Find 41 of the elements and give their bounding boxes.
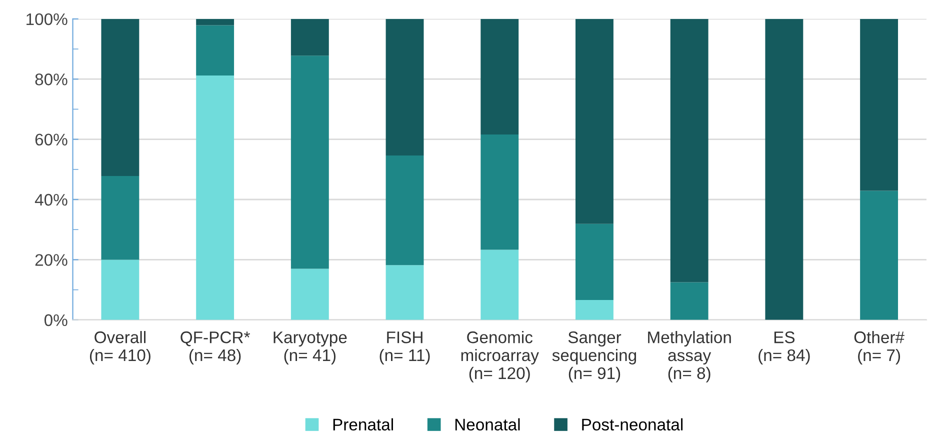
bar <box>290 56 329 269</box>
y-tick-label: 80% <box>35 74 68 86</box>
x-tick-label: ES (n= 84) <box>758 331 810 364</box>
bar <box>576 224 614 300</box>
bar <box>196 25 234 76</box>
bar <box>480 134 519 250</box>
bar <box>290 268 329 320</box>
bar <box>670 282 708 320</box>
bar <box>101 260 140 320</box>
y-tick-label: 60% <box>35 134 68 146</box>
x-tick-label: Sanger sequencing (n= 91) <box>552 331 636 382</box>
bar <box>386 265 424 320</box>
legend-label: Prenatal <box>333 418 393 431</box>
x-tick-label: FISH (n= 11) <box>380 331 430 364</box>
bar <box>765 18 804 320</box>
legend-label: Post-neonatal <box>582 418 683 431</box>
legend-label: Neonatal <box>455 418 520 431</box>
x-tick-label: Genomic microarray (n= 120) <box>461 330 539 382</box>
bar <box>860 190 898 320</box>
bar <box>101 176 140 260</box>
y-tick-label: 0% <box>44 314 68 326</box>
bar <box>101 18 140 176</box>
x-tick-label: Karyotype (n= 41) <box>274 332 347 364</box>
y-tick-label: 40% <box>34 194 68 206</box>
x-tick-label: Other# (n= 7) <box>854 330 904 364</box>
y-tick-label: 100% <box>26 13 68 26</box>
bar <box>670 18 708 282</box>
bar <box>196 76 234 320</box>
bar <box>196 18 234 26</box>
bar <box>576 300 614 320</box>
bar <box>386 156 424 266</box>
bar <box>576 18 614 224</box>
bar <box>860 18 898 191</box>
x-tick-label: Methylation assay (n= 8) <box>648 330 731 382</box>
bar <box>480 18 519 134</box>
bar <box>386 18 424 156</box>
y-tick-label: 20% <box>35 254 68 266</box>
x-tick-label: QF-PCR* (n= 48) <box>180 331 250 364</box>
x-tick-label: Overall (n= 410) <box>90 330 150 364</box>
bar <box>480 250 519 320</box>
bar <box>290 18 329 56</box>
